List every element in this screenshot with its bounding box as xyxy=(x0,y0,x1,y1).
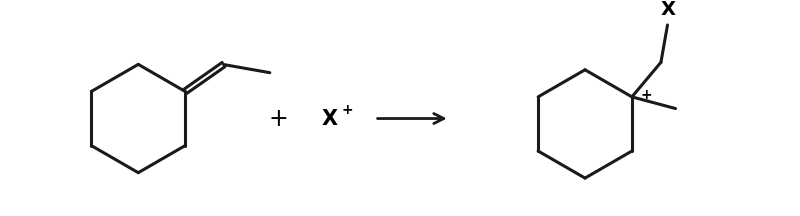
Text: X: X xyxy=(322,108,338,129)
Text: X: X xyxy=(661,0,676,19)
Text: +: + xyxy=(342,103,354,118)
Text: +: + xyxy=(268,106,288,130)
Text: +: + xyxy=(641,88,653,102)
